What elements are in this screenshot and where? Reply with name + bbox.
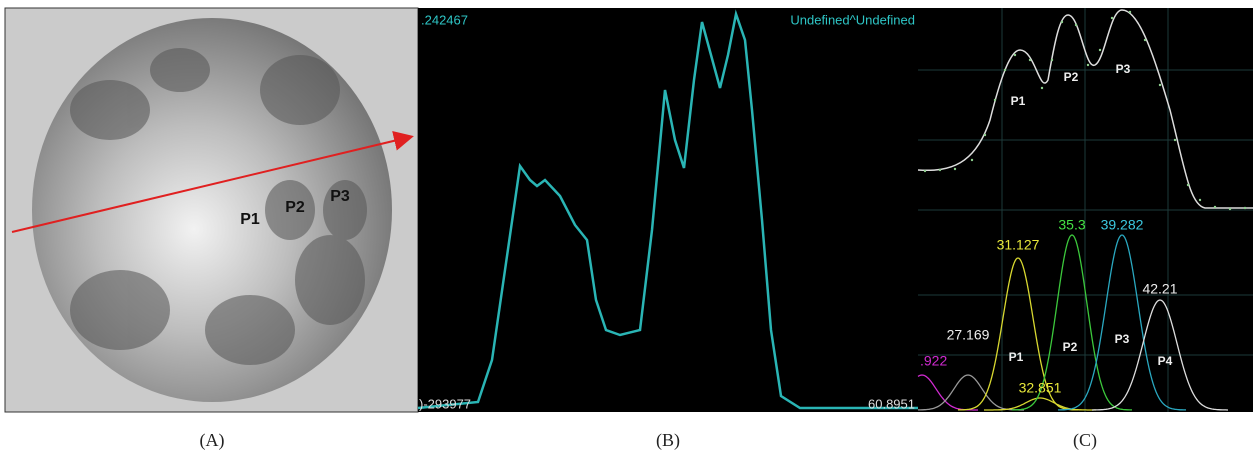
data-point <box>1099 49 1101 51</box>
peak-label: P1 <box>240 211 260 228</box>
panel-c: P1 P2 P3 .922 27.169 31.127 32.851 35.3 … <box>918 8 1253 412</box>
figure: P1 P2 P3 .242467 Undefined^Undefined )-2… <box>0 0 1258 465</box>
peak-label: P4 <box>1158 354 1173 368</box>
peak-label: P2 <box>1064 70 1079 84</box>
data-point <box>984 134 986 136</box>
data-point <box>1111 17 1113 19</box>
max-label: .242467 <box>421 12 468 27</box>
panel-b: .242467 Undefined^Undefined )-293977 60.… <box>418 8 918 412</box>
data-point <box>1244 207 1246 209</box>
peak-label: P1 <box>1009 350 1024 364</box>
data-point <box>1014 54 1016 56</box>
caption: (A) <box>200 430 225 451</box>
data-point <box>924 170 926 172</box>
peak-label: P2 <box>285 199 305 216</box>
data-point <box>1199 199 1201 201</box>
unit-label: Undefined^Undefined <box>790 12 915 27</box>
data-point <box>1061 21 1063 23</box>
peak-value: 35.3 <box>1058 217 1085 233</box>
peak-value: 31.127 <box>997 237 1040 253</box>
data-point <box>1159 84 1161 86</box>
length-label: 60.8951 <box>868 396 915 411</box>
data-point <box>1187 184 1189 186</box>
peak-value: 27.169 <box>947 327 990 343</box>
data-point <box>1041 87 1043 89</box>
data-point <box>939 169 941 171</box>
panel-a: P1 P2 P3 <box>5 8 418 412</box>
data-point <box>954 168 956 170</box>
peak-value: .922 <box>920 353 947 369</box>
min-label: )-293977 <box>419 396 471 411</box>
peak-value: 32.851 <box>1019 380 1062 396</box>
data-point <box>1051 59 1053 61</box>
data-point <box>1087 64 1089 66</box>
data-point <box>1229 208 1231 210</box>
peak-label: P3 <box>1116 62 1131 76</box>
data-point <box>1174 139 1176 141</box>
peak-label: P1 <box>1011 94 1026 108</box>
peak-label: P3 <box>1115 332 1130 346</box>
peak-value: 42.21 <box>1142 281 1177 297</box>
data-point <box>1144 39 1146 41</box>
data-point <box>994 99 996 101</box>
data-point <box>971 159 973 161</box>
peak-label: P3 <box>330 188 350 205</box>
data-point <box>1214 206 1216 208</box>
data-point <box>1075 24 1077 26</box>
data-point <box>1129 11 1131 13</box>
data-point <box>1029 59 1031 61</box>
caption: (C) <box>1073 430 1097 451</box>
peak-value: 39.282 <box>1101 217 1144 233</box>
peak-label: P2 <box>1063 340 1078 354</box>
caption: (B) <box>656 430 680 451</box>
data-point <box>1004 69 1006 71</box>
